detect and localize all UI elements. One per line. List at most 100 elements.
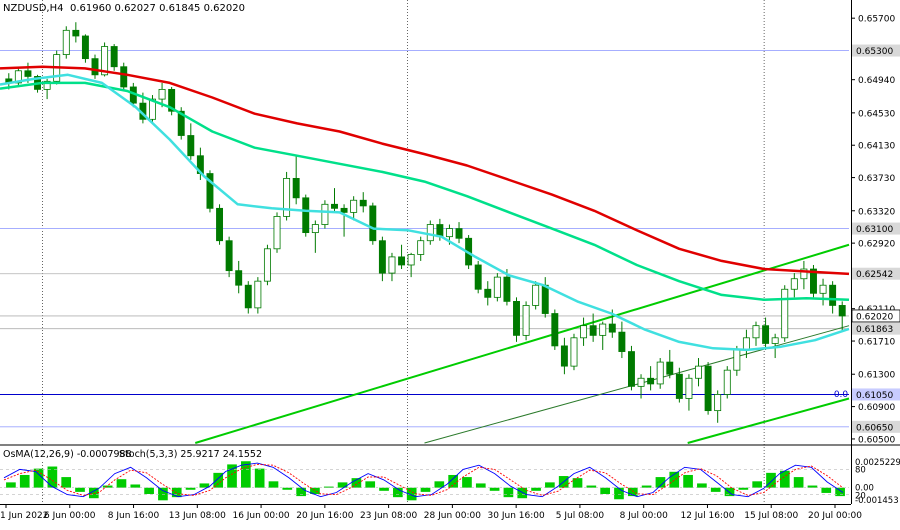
osma-bar — [724, 487, 735, 497]
price-level-badge — [852, 267, 900, 280]
candle-body — [321, 203, 329, 225]
symbol-label: NZDUSD,H4 — [3, 3, 63, 14]
indicator-tick-label: 0.00 — [855, 484, 874, 494]
candle-body — [24, 70, 32, 77]
price-tick-label: 0.61300 — [858, 371, 895, 381]
time-tick-label: 12 Jul 16:00 — [680, 511, 734, 521]
price-axis[interactable]: 0.65700 0.65300 0.64940 0.64530 0.64130 0.637… — [851, 15, 900, 446]
candle-body — [283, 177, 291, 217]
osma-bar — [586, 485, 597, 488]
osma-bar — [462, 477, 472, 488]
indicator-tick-label: -0.001453 — [855, 496, 899, 506]
ema-cyan-line — [0, 73, 850, 352]
candle-body — [14, 70, 22, 84]
osma-bar — [6, 482, 16, 488]
candle-body — [263, 248, 271, 282]
price-level-badge-label: 0.62542 — [856, 270, 893, 280]
candle-body — [72, 29, 80, 37]
candle-body — [819, 284, 827, 294]
trendline — [194, 243, 850, 444]
trendline — [687, 397, 850, 444]
osma-bar — [793, 477, 804, 488]
osma-bar — [545, 482, 555, 488]
osma-bar — [88, 487, 99, 499]
candle-body — [216, 207, 224, 242]
price-tick-label: 0.63730 — [858, 174, 895, 184]
candle-body — [254, 280, 262, 309]
osma-bar — [130, 484, 141, 488]
candle-body — [388, 256, 396, 274]
candle-body — [426, 224, 434, 242]
candle-body — [311, 224, 319, 234]
ohlc-values: 0.61960 0.62027 0.61845 0.62020 — [70, 3, 245, 14]
osma-bar — [213, 472, 224, 488]
candle-body — [43, 80, 51, 90]
osma-histogram — [0, 461, 849, 501]
stoch-label: Stoch(5,3,3) 25.9217 24.1552 — [119, 449, 262, 460]
osma-bar — [655, 477, 666, 488]
candle-body — [838, 305, 846, 317]
price-tick-label: 0.60500 — [858, 435, 895, 445]
osma-bar — [572, 478, 583, 488]
osma-bar — [365, 481, 376, 488]
candle-body — [474, 264, 482, 290]
price-tick-label: 0.60900 — [858, 403, 895, 413]
candle-body — [340, 207, 348, 213]
candle-body — [493, 276, 501, 298]
candle-body — [532, 284, 540, 306]
osma-bar — [33, 468, 44, 488]
trendline — [424, 325, 850, 444]
candle-body — [790, 278, 798, 290]
candle-body — [503, 276, 511, 302]
osma-bar — [683, 474, 693, 488]
osma-bar — [144, 487, 154, 494]
candle-body — [829, 284, 837, 306]
price-tick-label: 0.63320 — [858, 207, 895, 217]
candle-body — [742, 337, 750, 351]
osma-bar — [600, 487, 610, 494]
candle-body — [608, 323, 616, 333]
osma-bar — [641, 485, 652, 488]
candle-body — [120, 66, 128, 88]
osma-bar — [158, 487, 168, 501]
osma-bar — [807, 485, 818, 488]
candle-body — [235, 270, 243, 286]
candle-body — [302, 197, 310, 234]
candle-body — [158, 88, 166, 100]
candle-body — [800, 268, 808, 280]
candle-body — [101, 46, 109, 76]
osma-bar — [420, 487, 431, 492]
osma-bar — [503, 487, 514, 498]
osma-bar — [282, 487, 293, 490]
candle-body — [656, 361, 664, 385]
candle-body — [666, 361, 674, 375]
candle-body — [580, 325, 588, 339]
candle-body — [522, 305, 530, 336]
time-tick-label: 23 Jun 08:00 — [360, 511, 417, 521]
candle-body — [627, 351, 635, 387]
price-level-badge — [852, 44, 900, 57]
candle-body — [618, 331, 626, 352]
candle-body — [484, 288, 492, 298]
candle-body — [81, 35, 89, 60]
osma-bar — [434, 481, 445, 488]
osma-bar — [821, 487, 832, 493]
candle-body — [62, 29, 70, 55]
candle-body — [647, 377, 655, 385]
price-level-badge-label: 0.60650 — [856, 423, 893, 433]
osma-bar — [61, 477, 72, 488]
price-level-badge-label: 0.61050 — [856, 391, 893, 401]
osma-bar — [517, 487, 528, 499]
osma-bar — [406, 487, 417, 501]
osma-bar — [738, 487, 749, 490]
ema-red-line — [0, 65, 850, 276]
candle-body — [723, 369, 731, 395]
candle-body — [378, 240, 386, 274]
candle-body — [513, 300, 520, 336]
osma-bar — [779, 470, 790, 488]
osma-bar — [19, 474, 30, 488]
candle-body — [589, 325, 597, 336]
candle-body — [762, 325, 770, 344]
